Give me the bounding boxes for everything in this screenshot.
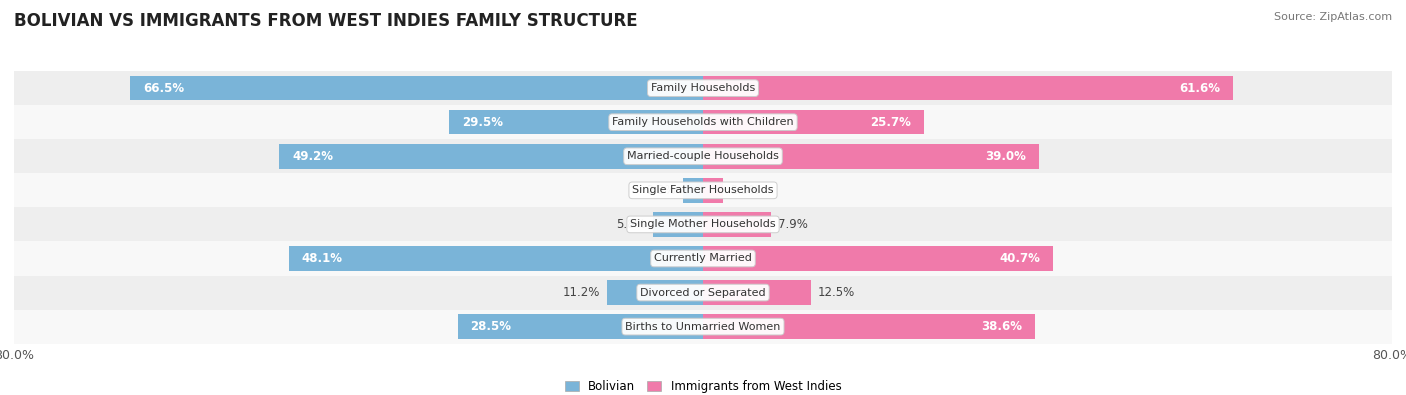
Text: 66.5%: 66.5% (143, 82, 184, 95)
Text: 48.1%: 48.1% (302, 252, 343, 265)
Text: Family Households with Children: Family Households with Children (612, 117, 794, 127)
Bar (652, 212, 703, 237)
Text: 25.7%: 25.7% (870, 116, 911, 129)
Bar (703, 212, 770, 237)
Text: Family Households: Family Households (651, 83, 755, 93)
Text: 2.3%: 2.3% (730, 184, 759, 197)
Text: 28.5%: 28.5% (471, 320, 512, 333)
Bar (703, 110, 924, 134)
Bar (131, 76, 703, 100)
Bar (14, 105, 1392, 139)
Bar (14, 71, 1392, 105)
Text: Currently Married: Currently Married (654, 254, 752, 263)
Text: BOLIVIAN VS IMMIGRANTS FROM WEST INDIES FAMILY STRUCTURE: BOLIVIAN VS IMMIGRANTS FROM WEST INDIES … (14, 12, 638, 30)
Legend: Bolivian, Immigrants from West Indies: Bolivian, Immigrants from West Indies (560, 375, 846, 395)
Bar (703, 314, 1035, 339)
Text: 5.8%: 5.8% (617, 218, 647, 231)
Text: 11.2%: 11.2% (562, 286, 599, 299)
Text: Single Father Households: Single Father Households (633, 185, 773, 196)
Text: 29.5%: 29.5% (461, 116, 503, 129)
Text: 38.6%: 38.6% (981, 320, 1022, 333)
Text: Married-couple Households: Married-couple Households (627, 151, 779, 161)
Text: 7.9%: 7.9% (778, 218, 808, 231)
Bar (703, 76, 1233, 100)
Text: 49.2%: 49.2% (292, 150, 333, 163)
Bar (14, 310, 1392, 344)
Text: 40.7%: 40.7% (1000, 252, 1040, 265)
Bar (14, 139, 1392, 173)
Bar (449, 110, 703, 134)
Bar (457, 314, 703, 339)
Bar (703, 144, 1039, 169)
Text: 2.3%: 2.3% (647, 184, 676, 197)
Text: Single Mother Households: Single Mother Households (630, 219, 776, 229)
Bar (703, 178, 723, 203)
Bar (606, 280, 703, 305)
Text: Source: ZipAtlas.com: Source: ZipAtlas.com (1274, 12, 1392, 22)
Bar (14, 173, 1392, 207)
Text: 61.6%: 61.6% (1180, 82, 1220, 95)
Text: 12.5%: 12.5% (817, 286, 855, 299)
Bar (683, 178, 703, 203)
Bar (703, 280, 811, 305)
Text: Divorced or Separated: Divorced or Separated (640, 288, 766, 297)
Text: 39.0%: 39.0% (986, 150, 1026, 163)
Text: Births to Unmarried Women: Births to Unmarried Women (626, 322, 780, 332)
Bar (14, 276, 1392, 310)
Bar (703, 246, 1053, 271)
Bar (280, 144, 703, 169)
Bar (288, 246, 703, 271)
Bar (14, 207, 1392, 241)
Bar (14, 241, 1392, 276)
